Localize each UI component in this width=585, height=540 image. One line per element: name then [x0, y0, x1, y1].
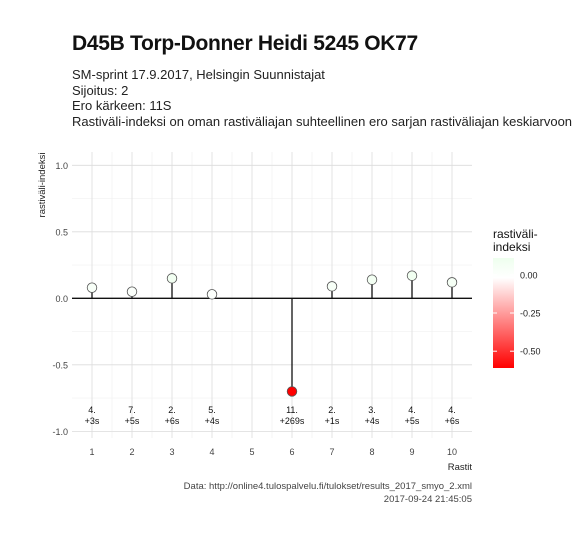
time-diff-label: +3s [85, 416, 100, 426]
subtitle-placement: Sijoitus: 2 [72, 82, 129, 98]
y-tick-label: 1.0 [55, 161, 68, 171]
chart-title: D45B Torp-Donner Heidi 5245 OK77 [72, 32, 418, 55]
legend-tick-label: -0.25 [520, 309, 541, 319]
data-point [166, 273, 178, 284]
data-point [126, 286, 138, 297]
subtitle-description: Rastiväli-indeksi on oman rastiväliajan … [72, 113, 573, 129]
data-point [406, 270, 418, 281]
data-point [446, 277, 458, 288]
y-tick-label: -1.0 [52, 427, 68, 437]
x-tick-label: 5 [249, 447, 254, 457]
rank-label: 4. [448, 405, 456, 415]
rank-label: 3. [368, 405, 376, 415]
x-tick-label: 2 [129, 447, 134, 457]
data-point [206, 289, 218, 300]
chart-subtitle: SM-sprint 17.9.2017, Helsingin Suunnista… [72, 67, 572, 129]
rank-label: 5. [208, 405, 216, 415]
data-point [326, 281, 338, 292]
legend-title-line2: indeksi [493, 240, 531, 254]
rank-label: 4. [88, 405, 96, 415]
caption-source: Data: http://online4.tulospalvelu.fi/tul… [183, 481, 472, 492]
rank-label: 2. [328, 405, 336, 415]
x-tick-label: 10 [447, 447, 457, 457]
data-point [366, 274, 378, 285]
legend-tick-label: 0.00 [520, 270, 538, 280]
time-diff-label: +6s [165, 416, 180, 426]
time-diff-label: +5s [405, 416, 420, 426]
time-diff-label: +6s [445, 416, 460, 426]
subtitle-gap: Ero kärkeen: 11S [72, 98, 172, 113]
x-tick-label: 3 [169, 447, 174, 457]
legend-title: rastiväli- indeksi [493, 228, 538, 254]
y-tick-label: -0.5 [52, 360, 68, 370]
x-tick-label: 8 [369, 447, 374, 457]
x-tick-label: 9 [409, 447, 414, 457]
y-tick-label: 0.5 [55, 227, 68, 237]
rank-label: 2. [168, 405, 176, 415]
data-point [86, 282, 98, 293]
rank-label: 7. [128, 405, 136, 415]
time-diff-label: +269s [280, 416, 305, 426]
x-tick-label: 6 [289, 447, 294, 457]
time-diff-label: +4s [365, 416, 380, 426]
time-diff-label: +5s [125, 416, 140, 426]
time-diff-label: +1s [325, 416, 340, 426]
legend-tick-label: -0.50 [520, 347, 541, 357]
x-tick-label: 7 [329, 447, 334, 457]
legend-colorbar [493, 258, 514, 368]
caption-timestamp: 2017-09-24 21:45:05 [383, 493, 472, 505]
data-source-caption: Data: http://online4.tulospalvelu.fi/tul… [184, 481, 472, 506]
subtitle-event: SM-sprint 17.9.2017, Helsingin Suunnista… [72, 67, 325, 82]
rank-label: 11. [286, 405, 298, 415]
data-point [286, 386, 298, 397]
x-axis-title: Rastit [448, 462, 473, 473]
y-axis-title: rastiväli-indeksi [37, 153, 48, 218]
time-diff-label: +4s [205, 416, 220, 426]
x-tick-label: 1 [89, 447, 94, 457]
legend-title-line1: rastiväli- [493, 227, 538, 241]
x-tick-label: 4 [209, 447, 214, 457]
y-tick-label: 0.0 [55, 294, 68, 304]
rank-label: 4. [408, 405, 416, 415]
